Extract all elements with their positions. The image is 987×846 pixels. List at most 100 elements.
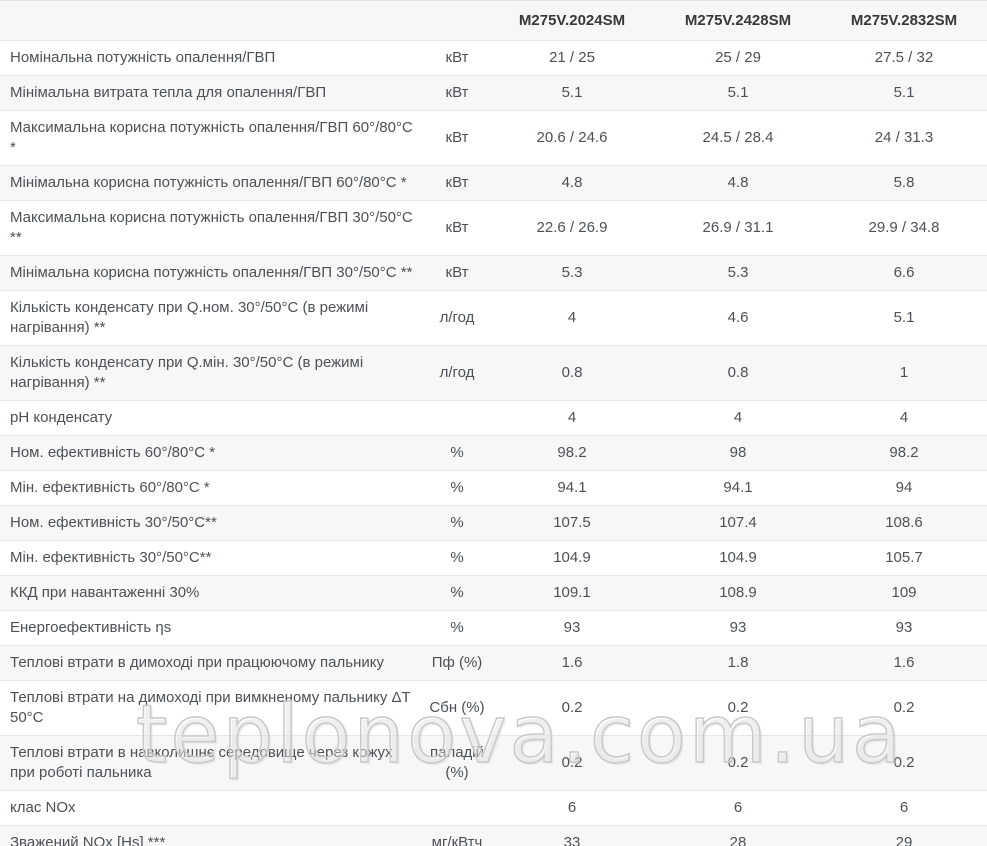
unit-cell: %	[425, 505, 489, 541]
unit-cell: л/год	[425, 290, 489, 346]
model-column-header: M275V.2428SM	[655, 0, 821, 41]
value-cell: 0.2	[821, 680, 987, 736]
param-cell: Зважений NOx [Hs] ***	[0, 825, 425, 846]
unit-cell: кВт	[425, 40, 489, 76]
table-row: Енергоефективність ηs% 93 93 93	[0, 610, 987, 646]
value-cell: 4	[821, 400, 987, 436]
model-column-header: M275V.2024SM	[489, 0, 655, 41]
table-row: Теплові втрати на димоході при вимкненом…	[0, 680, 987, 736]
table-row: ККД при навантаженні 30%% 109.1 108.9 109	[0, 575, 987, 611]
unit-cell: Пф (%)	[425, 645, 489, 681]
unit-cell: кВт	[425, 75, 489, 111]
value-cell: 6.6	[821, 255, 987, 291]
value-cell: 21 / 25	[489, 40, 655, 76]
value-cell: 98.2	[821, 435, 987, 471]
table-row: Мін. ефективність 60°/80°C *% 94.1 94.1 94	[0, 470, 987, 506]
value-cell: 6	[655, 790, 821, 826]
value-cell: 93	[489, 610, 655, 646]
table-row: Зважений NOx [Hs] *** мг/кВтч 33 28 29	[0, 825, 987, 846]
value-cell: 0.2	[489, 735, 655, 791]
value-cell: 98.2	[489, 435, 655, 471]
value-cell: 1.8	[655, 645, 821, 681]
param-cell: Кількість конденсату при Q.ном. 30°/50°C…	[0, 290, 425, 346]
param-cell: Мінімальна корисна потужність опалення/Г…	[0, 165, 425, 201]
unit-cell: %	[425, 540, 489, 576]
value-cell: 5.1	[821, 75, 987, 111]
table-row: Кількість конденсату при Q.ном. 30°/50°C…	[0, 290, 987, 346]
spec-table-body: Номінальна потужність опалення/ГВП кВт 21 …	[0, 40, 987, 846]
value-cell: 94	[821, 470, 987, 506]
table-row: Ном. ефективність 60°/80°C *% 98.2 98 98.2	[0, 435, 987, 471]
unit-cell: кВт	[425, 255, 489, 291]
value-cell: 24.5 / 28.4	[655, 110, 821, 166]
value-cell: 29	[821, 825, 987, 846]
value-cell: 25 / 29	[655, 40, 821, 76]
table-row: Мінімальна корисна потужність опалення/Г…	[0, 255, 987, 291]
param-cell: Ном. ефективність 30°/50°C**	[0, 505, 425, 541]
value-cell: 104.9	[489, 540, 655, 576]
param-cell: Мін. ефективність 60°/80°C *	[0, 470, 425, 506]
table-row: Мінімальна корисна потужність опалення/Г…	[0, 165, 987, 201]
value-cell: 108.6	[821, 505, 987, 541]
unit-cell: %	[425, 610, 489, 646]
value-cell: 109	[821, 575, 987, 611]
unit-cell: л/год	[425, 345, 489, 401]
unit-cell: кВт	[425, 110, 489, 166]
value-cell: 0.8	[489, 345, 655, 401]
value-cell: 4	[489, 400, 655, 436]
value-cell: 0.2	[655, 680, 821, 736]
value-cell: 94.1	[489, 470, 655, 506]
value-cell: 107.4	[655, 505, 821, 541]
table-row: Ном. ефективність 30°/50°C**% 107.5 107.4 1…	[0, 505, 987, 541]
value-cell: 4.8	[489, 165, 655, 201]
value-cell: 93	[655, 610, 821, 646]
param-cell: pH конденсату	[0, 400, 425, 436]
param-cell: Ном. ефективність 60°/80°C *	[0, 435, 425, 471]
table-row: Теплові втрати в димоході при працюючому…	[0, 645, 987, 681]
value-cell: 5.3	[489, 255, 655, 291]
table-row: Максимальна корисна потужність опалення/…	[0, 200, 987, 256]
table-row: Теплові втрати в навколишнє середовище ч…	[0, 735, 987, 791]
value-cell: 20.6 / 24.6	[489, 110, 655, 166]
value-cell: 28	[655, 825, 821, 846]
value-cell: 1.6	[821, 645, 987, 681]
value-cell: 4	[489, 290, 655, 346]
value-cell: 104.9	[655, 540, 821, 576]
value-cell: 4	[655, 400, 821, 436]
value-cell: 93	[821, 610, 987, 646]
value-cell: 29.9 / 34.8	[821, 200, 987, 256]
unit-cell	[425, 400, 489, 436]
param-cell: Кількість конденсату при Q.мін. 30°/50°C…	[0, 345, 425, 401]
param-cell: Максимальна корисна потужність опалення/…	[0, 110, 425, 166]
value-cell: 33	[489, 825, 655, 846]
value-cell: 107.5	[489, 505, 655, 541]
value-cell: 1	[821, 345, 987, 401]
param-cell: Мін. ефективність 30°/50°C**	[0, 540, 425, 576]
param-cell: Теплові втрати в навколишнє середовище ч…	[0, 735, 425, 791]
param-column-header	[0, 0, 425, 41]
table-row: Мін. ефективність 30°/50°C**% 104.9 104.9 1…	[0, 540, 987, 576]
value-cell: 26.9 / 31.1	[655, 200, 821, 256]
value-cell: 0.2	[655, 735, 821, 791]
table-row: Номінальна потужність опалення/ГВП кВт 21 …	[0, 40, 987, 76]
value-cell: 5.8	[821, 165, 987, 201]
table-row: Мінімальна витрата тепла для опалення/ГВ…	[0, 75, 987, 111]
header-row: M275V.2024SM M275V.2428SM M275V.2832SM	[0, 0, 987, 41]
table-row: pH конденсату 4 4 4	[0, 400, 987, 436]
value-cell: 24 / 31.3	[821, 110, 987, 166]
table-row: Кількість конденсату при Q.мін. 30°/50°C…	[0, 345, 987, 401]
value-cell: 4.8	[655, 165, 821, 201]
unit-cell	[425, 790, 489, 826]
param-cell: Теплові втрати на димоході при вимкненом…	[0, 680, 425, 736]
value-cell: 5.1	[489, 75, 655, 111]
unit-cell: кВт	[425, 200, 489, 256]
unit-cell: Сбн (%)	[425, 680, 489, 736]
value-cell: 5.1	[821, 290, 987, 346]
param-cell: ККД при навантаженні 30%	[0, 575, 425, 611]
param-cell: Мінімальна витрата тепла для опалення/ГВ…	[0, 75, 425, 111]
unit-cell: %	[425, 575, 489, 611]
value-cell: 5.1	[655, 75, 821, 111]
value-cell: 109.1	[489, 575, 655, 611]
